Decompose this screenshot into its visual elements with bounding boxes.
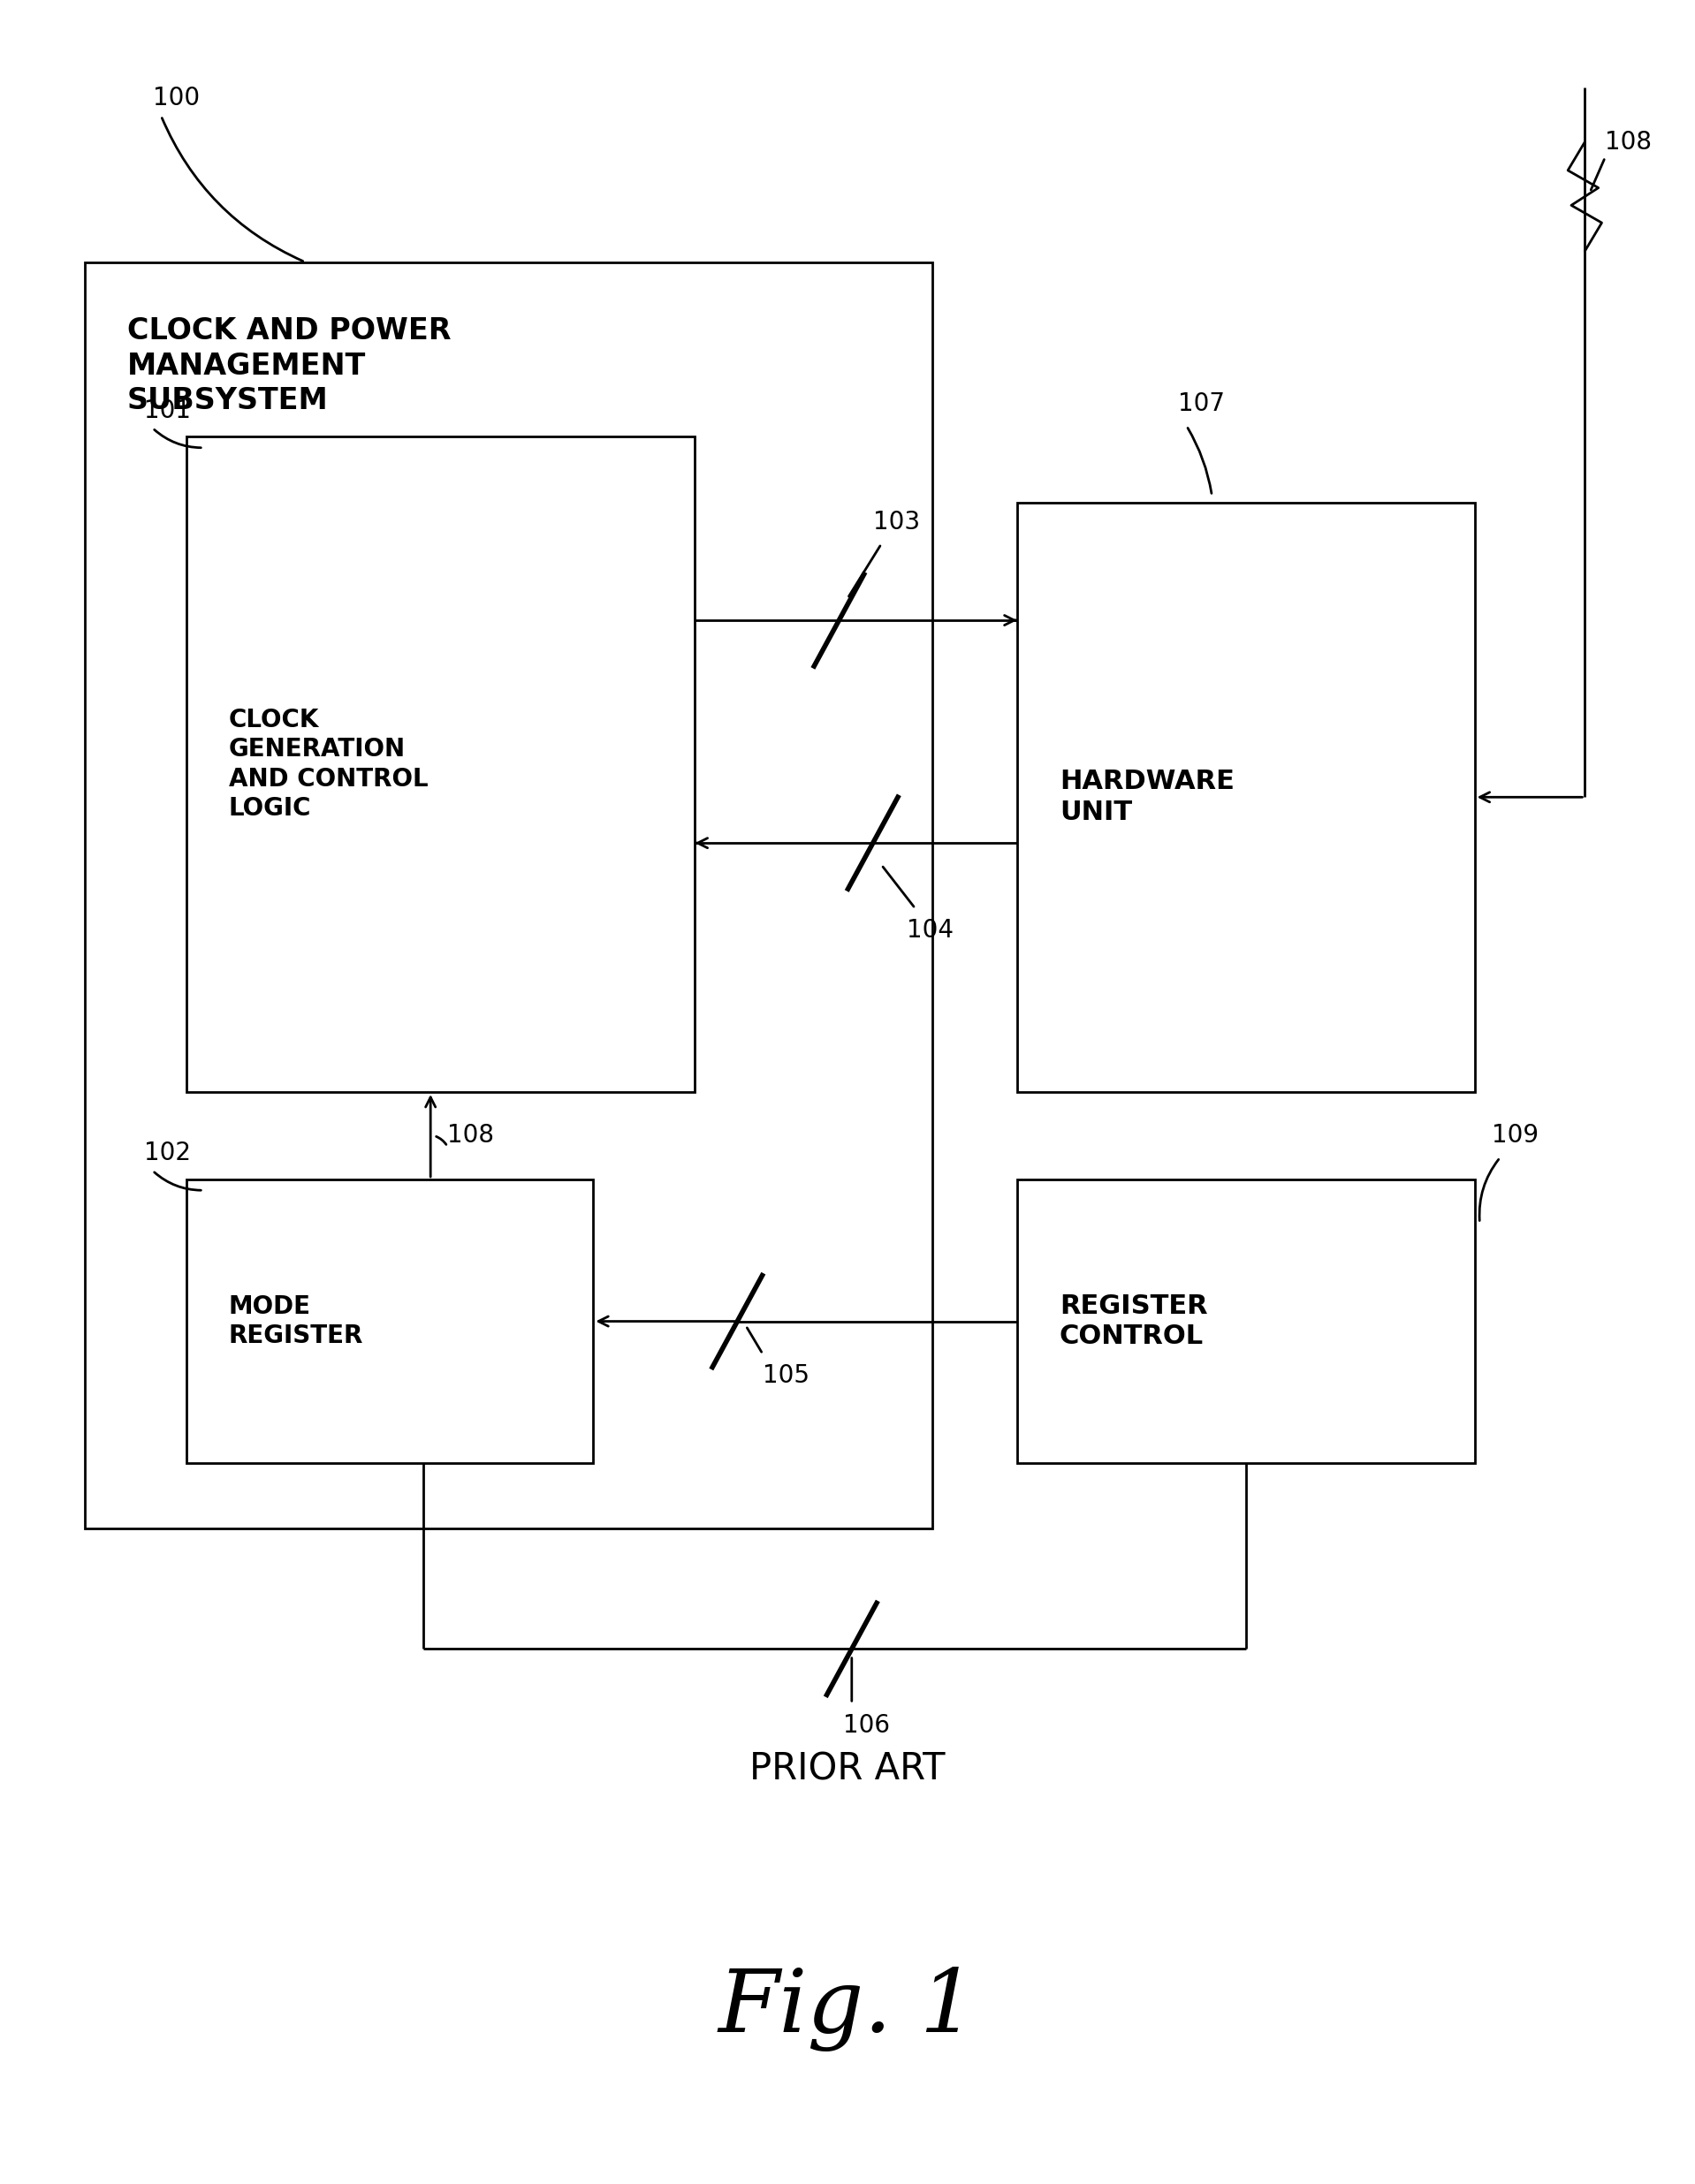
- Bar: [1017, 1179, 1475, 1463]
- Text: 105: 105: [763, 1363, 810, 1389]
- Text: HARDWARE
UNIT: HARDWARE UNIT: [1059, 769, 1234, 826]
- Text: 107: 107: [1178, 391, 1225, 417]
- Bar: [1017, 502, 1475, 1092]
- Bar: [186, 437, 695, 1092]
- Text: 103: 103: [873, 509, 920, 535]
- Text: 109: 109: [1492, 1123, 1539, 1149]
- Text: 108: 108: [447, 1123, 495, 1149]
- Text: 108: 108: [1605, 129, 1653, 155]
- Text: MODE
REGISTER: MODE REGISTER: [229, 1295, 363, 1348]
- Text: CLOCK AND POWER
MANAGEMENT
SUBSYSTEM: CLOCK AND POWER MANAGEMENT SUBSYSTEM: [127, 317, 451, 415]
- Bar: [186, 1179, 593, 1463]
- Text: 100: 100: [153, 85, 200, 111]
- Text: Fig. 1: Fig. 1: [719, 1968, 976, 2051]
- Text: 104: 104: [907, 917, 954, 943]
- Text: REGISTER
CONTROL: REGISTER CONTROL: [1059, 1293, 1207, 1350]
- Text: 106: 106: [844, 1712, 890, 1738]
- Text: 101: 101: [144, 397, 192, 424]
- Text: CLOCK
GENERATION
AND CONTROL
LOGIC: CLOCK GENERATION AND CONTROL LOGIC: [229, 708, 429, 821]
- Text: 102: 102: [144, 1140, 192, 1166]
- Text: PRIOR ART: PRIOR ART: [749, 1752, 946, 1787]
- Bar: [85, 262, 932, 1529]
